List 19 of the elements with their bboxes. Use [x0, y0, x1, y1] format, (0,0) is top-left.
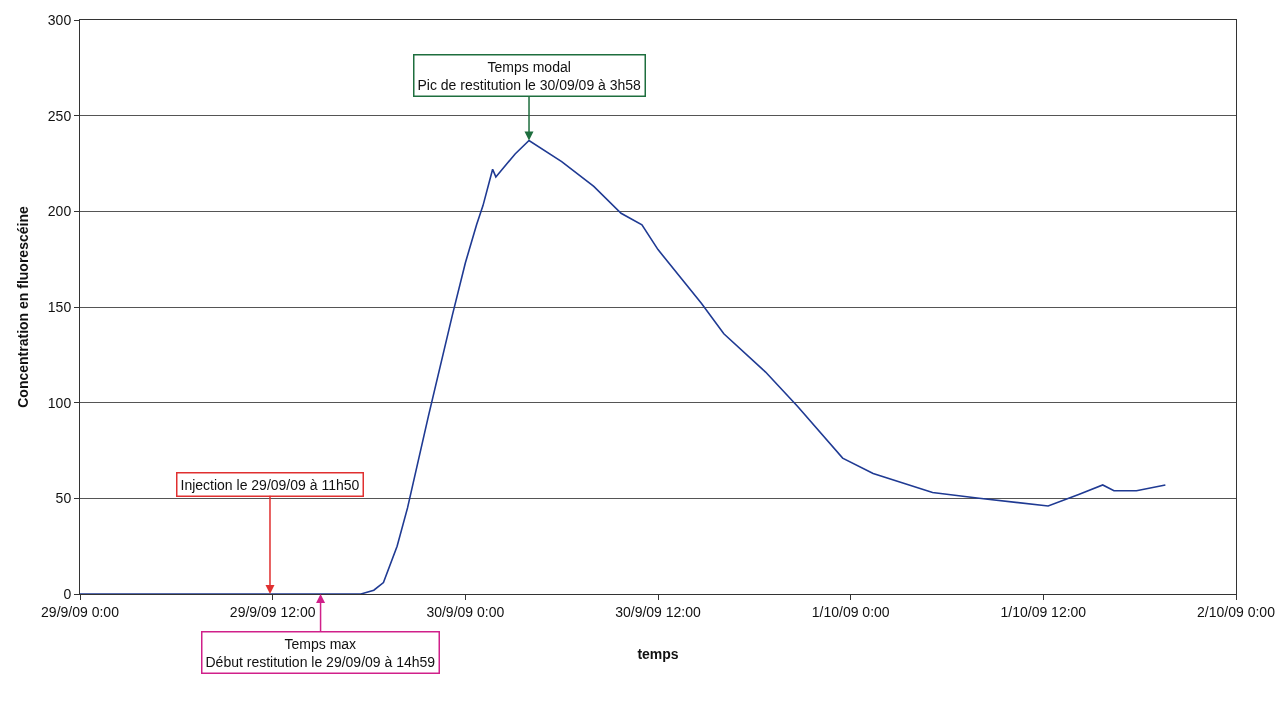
y-tick-label: 200: [47, 203, 72, 220]
y-tick-label: 50: [55, 490, 72, 507]
x-tick-label: 2/10/09 0:00: [1197, 603, 1276, 620]
annotation: Temps max Début restitution le 29/09/09 à 14h59: [205, 635, 436, 670]
x-tick-label: 30/9/09 0:00: [426, 603, 505, 620]
annotation: Temps modal Pic de restitution le 30/09/09 à 3h58: [417, 58, 642, 93]
y-tick-label: 300: [47, 11, 72, 28]
x-tick-label: 29/9/09 12:00: [229, 603, 316, 620]
x-tick-label: 1/10/09 12:00: [1000, 603, 1087, 620]
y-tick-label: 150: [47, 298, 72, 315]
y-tick-label: 250: [47, 107, 72, 124]
x-axis-title: temps: [637, 646, 679, 663]
y-axis-title: Concentration en fluorescéine: [15, 206, 32, 408]
x-tick-label: 29/9/09 0:00: [41, 603, 120, 620]
y-tick-label: 100: [47, 394, 72, 411]
annotation: Injection le 29/09/09 à 11h50: [180, 476, 360, 493]
x-tick-label: 1/10/09 0:00: [811, 603, 890, 620]
y-tick-label: 0: [63, 585, 72, 602]
x-tick-label: 30/9/09 12:00: [615, 603, 702, 620]
